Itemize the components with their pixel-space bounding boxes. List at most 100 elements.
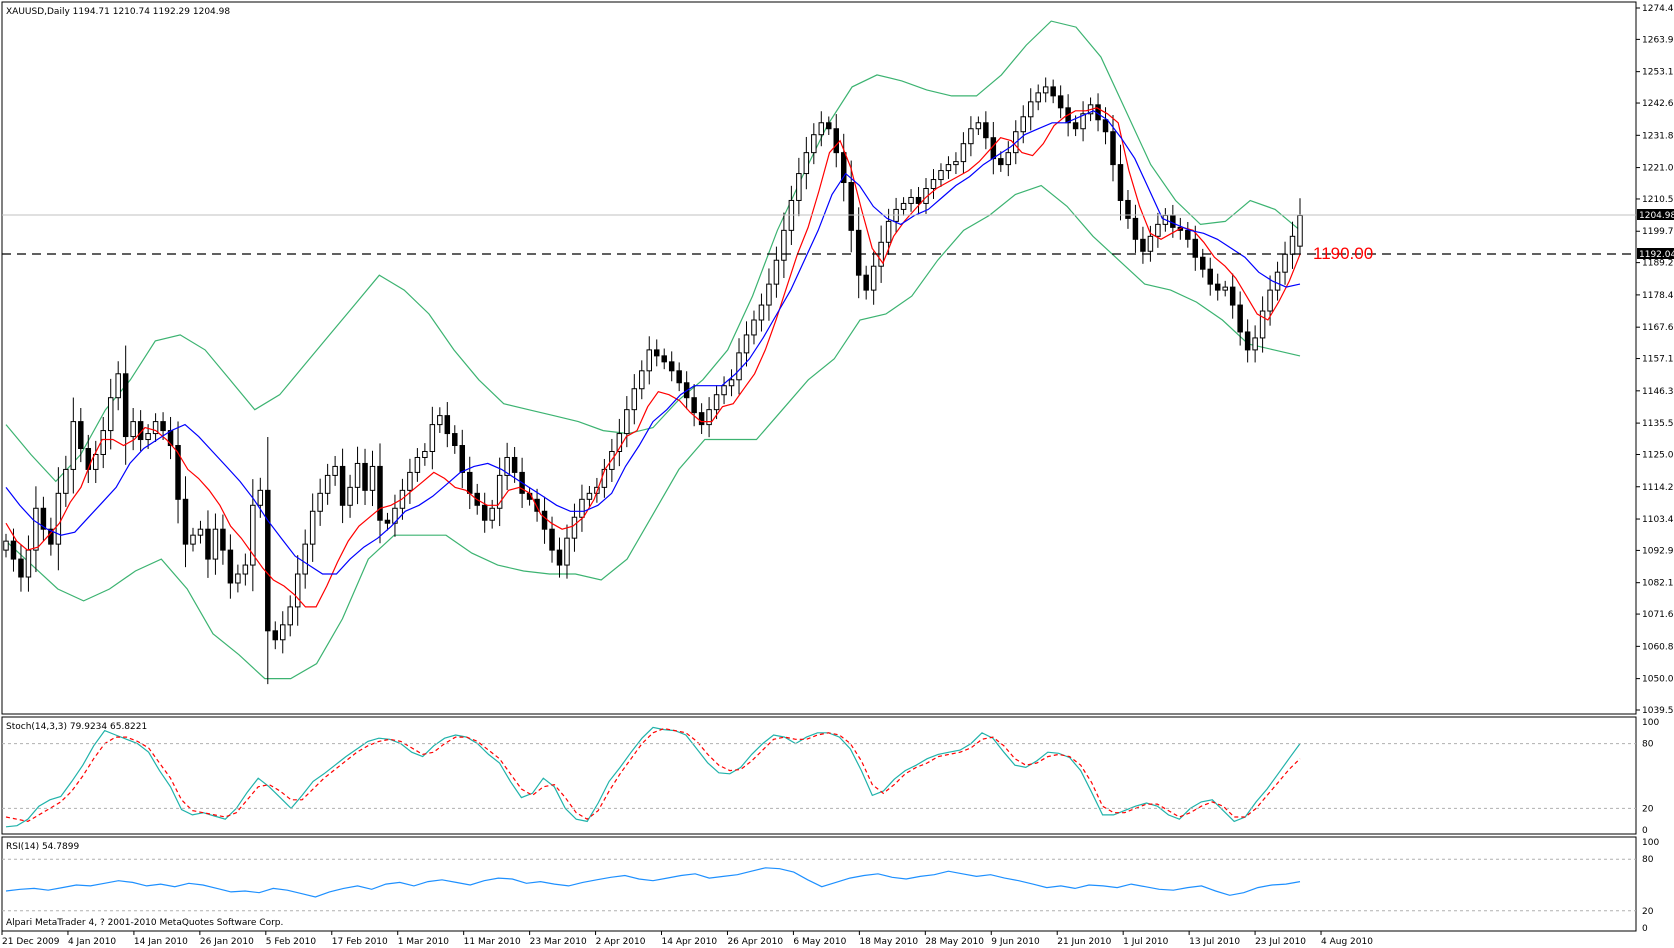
candle-body: [1185, 229, 1191, 240]
candle-body: [556, 549, 563, 566]
candle-body: [915, 196, 922, 204]
candle-body: [40, 507, 47, 530]
candle: [354, 446, 361, 505]
date-tick-label: 26 Apr 2010: [727, 937, 783, 947]
candle: [549, 516, 555, 563]
price-tick-label: 1050.00: [1642, 675, 1674, 685]
candle-body: [975, 122, 982, 130]
candle: [870, 251, 877, 305]
candle-body: [362, 462, 368, 491]
candle: [414, 448, 421, 482]
candle: [1252, 325, 1258, 363]
candle-body: [317, 492, 323, 512]
stoch-axis: 100 80 20 0: [2, 718, 1659, 836]
candle-body: [706, 409, 712, 426]
price-tick-label: 1242.60: [1642, 99, 1674, 109]
rsi-line: [5, 867, 1301, 898]
candle-body: [1072, 122, 1079, 130]
candle-body: [691, 397, 697, 414]
candle-body: [212, 528, 219, 560]
candle: [130, 408, 136, 451]
candle-body: [668, 361, 675, 372]
candle: [489, 499, 495, 529]
candle: [1042, 77, 1049, 103]
price-tick-label: 1146.30: [1642, 387, 1674, 397]
date-tick-label: 28 May 2010: [925, 937, 984, 947]
candle-body: [1035, 92, 1041, 103]
current-price-tag: 1204.98: [1639, 211, 1674, 221]
candle: [691, 384, 697, 427]
candle-body: [1140, 238, 1146, 252]
candle: [1222, 280, 1228, 297]
candle: [152, 413, 159, 442]
candle-body: [653, 349, 660, 357]
date-tick-label: 14 Jan 2010: [134, 937, 188, 947]
candle: [743, 321, 750, 367]
date-tick-label: 1 Jul 2010: [1123, 937, 1168, 947]
candle: [115, 361, 121, 411]
candle: [437, 407, 443, 433]
candle: [18, 544, 24, 592]
candle-body: [265, 489, 271, 632]
candle-body: [25, 549, 32, 578]
candle: [504, 442, 510, 491]
candle-body: [309, 510, 316, 545]
candle-body: [1080, 113, 1086, 130]
candle: [983, 111, 989, 150]
candle-body: [467, 471, 473, 494]
candle: [444, 402, 451, 448]
candle-body: [811, 134, 817, 154]
candle: [631, 374, 638, 425]
candle-body: [55, 492, 62, 545]
candle-body: [781, 229, 787, 261]
candle-body: [571, 516, 578, 539]
candle-body: [751, 319, 757, 336]
date-tick-label: 13 Jul 2010: [1189, 937, 1240, 947]
candle: [1259, 296, 1266, 353]
level-annotation-text[interactable]: 1190.00: [1313, 244, 1373, 263]
candle: [624, 396, 630, 448]
candle: [721, 376, 727, 405]
price-panel-frame: [1, 1, 1637, 715]
candle: [481, 492, 488, 533]
candle-body: [107, 397, 114, 432]
candle-body: [646, 349, 653, 372]
candle-body: [152, 421, 159, 435]
candle-body: [63, 468, 69, 494]
rsi-tick-label: 20: [1642, 907, 1654, 917]
candle-body: [870, 265, 877, 291]
candle: [639, 360, 645, 400]
candle: [212, 513, 219, 575]
date-tick-label: 23 Mar 2010: [530, 937, 587, 947]
price-tick-label: 1221.00: [1642, 164, 1674, 174]
price-tick-label: 1199.70: [1642, 227, 1674, 237]
candle-body: [1259, 310, 1266, 339]
rsi-tick-label: 80: [1642, 855, 1654, 865]
stoch-tick-label: 80: [1642, 740, 1654, 750]
candle-body: [1274, 271, 1281, 291]
candle-body: [280, 624, 286, 641]
candle-body: [541, 510, 548, 530]
candle-body: [1102, 119, 1109, 133]
candle-body: [579, 498, 585, 518]
candle: [908, 189, 914, 212]
candle-body: [205, 528, 211, 560]
candle: [1005, 141, 1012, 177]
candle: [220, 514, 226, 565]
candle: [107, 378, 114, 450]
price-tick-label: 1231.80: [1642, 131, 1674, 141]
candle-body: [1125, 199, 1131, 219]
candle: [915, 187, 922, 214]
candle-body: [1155, 223, 1161, 237]
candle-body: [1005, 152, 1012, 166]
date-tick-label: 1 Mar 2010: [398, 937, 450, 947]
candle: [1214, 273, 1221, 301]
stochastic-lines: [5, 726, 1301, 828]
candle-body: [332, 465, 338, 476]
candle-body: [549, 528, 555, 551]
candle-body: [347, 486, 353, 506]
candle-body: [1020, 116, 1026, 133]
candle: [175, 421, 181, 524]
candle-body: [302, 543, 308, 575]
